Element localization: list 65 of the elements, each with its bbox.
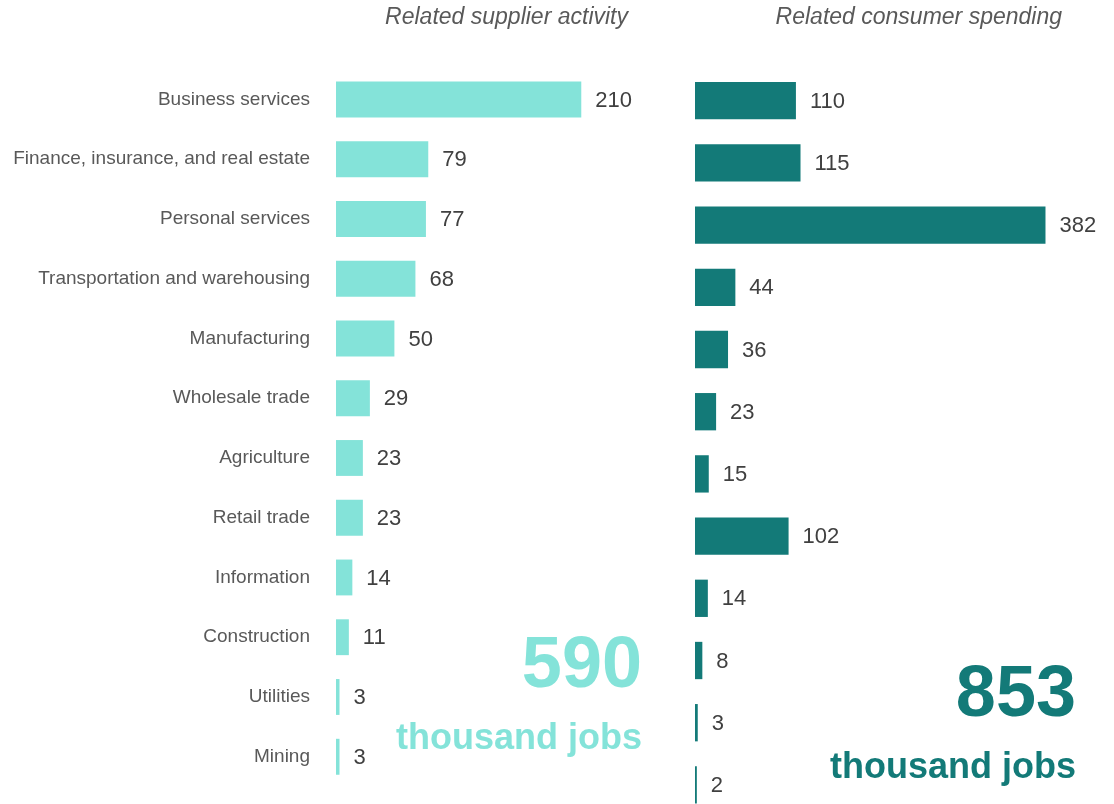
bar <box>336 559 353 596</box>
y-tick-label: Business services <box>157 87 310 109</box>
y-tick-label: Finance, insurance, and real estate <box>13 147 310 169</box>
y-tick-label: Information <box>214 565 310 587</box>
data-label: 3 <box>353 684 366 710</box>
bar <box>695 455 709 493</box>
bar <box>336 380 370 417</box>
bar <box>695 82 796 120</box>
data-label: 44 <box>749 274 774 300</box>
data-label: 79 <box>442 146 467 172</box>
bar <box>695 641 703 680</box>
data-label: 110 <box>809 87 845 113</box>
y-tick-label: Transportation and warehousing <box>38 266 310 288</box>
data-label: 2 <box>710 771 724 797</box>
bar <box>695 517 789 555</box>
data-label: 23 <box>730 398 755 424</box>
annotation: thousand jobs <box>830 745 1076 786</box>
data-label: 14 <box>366 564 391 590</box>
y-tick-label: Personal services <box>160 207 310 229</box>
data-label: 29 <box>383 385 409 411</box>
bar <box>336 141 429 178</box>
data-label: 210 <box>595 86 632 112</box>
bar <box>695 330 729 369</box>
bar <box>336 738 340 775</box>
annotation: 853 <box>955 651 1076 731</box>
data-label: 14 <box>721 585 747 611</box>
bar <box>336 499 363 536</box>
bar <box>336 81 582 118</box>
y-tick-label: Construction <box>203 625 310 647</box>
bar <box>336 440 363 476</box>
bar <box>695 144 801 182</box>
annotation: thousand jobs <box>396 715 642 757</box>
bar <box>336 679 340 715</box>
bar <box>336 260 416 297</box>
bar <box>336 320 395 357</box>
data-label: 50 <box>408 325 433 351</box>
data-label: 8 <box>716 647 729 673</box>
data-label: 102 <box>802 523 840 549</box>
data-label: 77 <box>439 206 465 232</box>
data-label: 3 <box>353 743 366 769</box>
bar <box>336 619 349 656</box>
y-tick-label: Utilities <box>248 685 310 707</box>
data-label: 115 <box>814 149 850 175</box>
data-label: 3 <box>711 709 724 735</box>
bar <box>695 393 717 431</box>
y-tick-label: Retail trade <box>212 505 310 527</box>
chart-title: Related consumer spending <box>775 3 1063 30</box>
data-label: 15 <box>722 460 748 486</box>
data-label: 68 <box>429 265 454 291</box>
annotation: 590 <box>521 621 642 702</box>
y-tick-label: Mining <box>254 744 310 766</box>
bar <box>695 268 736 306</box>
y-tick-label: Manufacturing <box>189 326 310 348</box>
data-label: 36 <box>742 336 767 362</box>
data-label: 23 <box>376 445 402 471</box>
chart-title: Related supplier activity <box>385 3 630 30</box>
bar <box>336 201 426 237</box>
data-label: 11 <box>362 624 386 650</box>
data-label: 382 <box>1059 212 1097 238</box>
y-tick-label: Wholesale trade <box>172 386 310 408</box>
bar <box>695 206 1046 244</box>
bar <box>695 704 698 742</box>
bar <box>695 579 708 617</box>
y-tick-label: Agriculture <box>219 446 310 468</box>
data-label: 23 <box>376 504 402 530</box>
